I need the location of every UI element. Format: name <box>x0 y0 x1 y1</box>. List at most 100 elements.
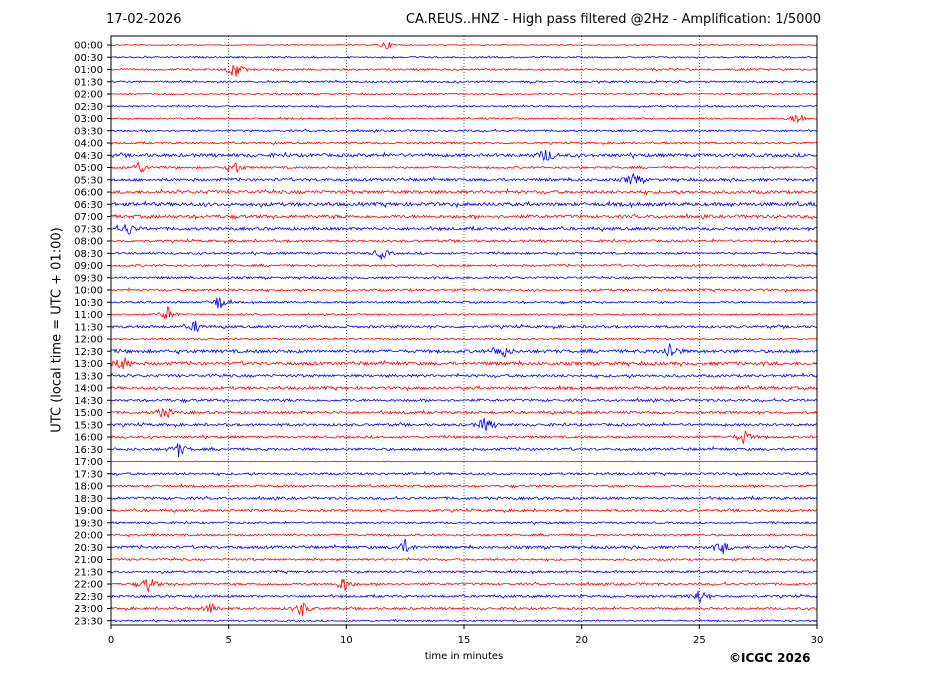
y-tick-label: 02:00 <box>74 90 103 101</box>
y-tick-label: 11:00 <box>74 310 103 321</box>
trace-row-1630 <box>110 443 818 458</box>
y-tick-label: 15:30 <box>74 420 103 431</box>
trace-row-1030 <box>110 297 818 309</box>
y-tick-label: 07:00 <box>74 212 103 223</box>
trace-row-0630 <box>110 200 818 209</box>
trace-row-1530 <box>111 418 818 431</box>
trace-row-2130 <box>110 569 817 575</box>
trace-row-0830 <box>110 250 818 260</box>
trace-row-1430 <box>110 397 818 404</box>
chart-title: CA.REUS..HNZ - High pass filtered @2Hz -… <box>405 12 821 27</box>
trace-row-0430 <box>110 149 818 162</box>
y-tick-label: 03:00 <box>74 114 103 125</box>
trace-row-1730 <box>110 470 818 477</box>
y-tick-label: 18:30 <box>74 494 103 505</box>
trace-row-1230 <box>110 343 818 358</box>
trace-row-0500 <box>110 160 817 174</box>
y-tick-label: 19:30 <box>74 518 103 529</box>
y-tick-label: 17:00 <box>74 457 103 468</box>
x-tick-label: 25 <box>693 635 706 646</box>
copyright-label: ©ICGC 2026 <box>729 651 811 665</box>
y-tick-label: 04:00 <box>74 139 103 150</box>
y-tick-label: 18:00 <box>74 482 103 493</box>
y-tick-label: 05:30 <box>74 175 103 186</box>
trace-row-0100 <box>110 65 818 77</box>
y-tick-label: 13:30 <box>74 371 103 382</box>
x-tick-label: 0 <box>108 635 114 646</box>
trace-row-1800 <box>110 483 818 489</box>
trace-row-0730 <box>110 224 818 235</box>
trace-row-0930 <box>110 275 818 281</box>
y-tick-label: 16:00 <box>74 433 103 444</box>
y-tick-label: 14:00 <box>74 384 103 395</box>
y-tick-label: 23:00 <box>74 604 103 615</box>
y-tick-label: 07:30 <box>74 224 103 235</box>
y-tick-label: 20:00 <box>74 531 103 542</box>
y-tick-label: 10:00 <box>74 286 103 297</box>
y-tick-label: 00:00 <box>74 41 103 52</box>
y-tick-label: 06:30 <box>74 200 103 211</box>
y-tick-label: 06:00 <box>74 188 103 199</box>
x-tick-label: 15 <box>458 635 471 646</box>
trace-row-0800 <box>110 238 818 244</box>
y-tick-label: 02:30 <box>74 102 103 113</box>
y-tick-label: 09:30 <box>74 273 103 284</box>
grid-lines <box>228 36 700 625</box>
trace-row-0230 <box>110 104 818 109</box>
y-tick-label: 09:00 <box>74 261 103 272</box>
trace-row-2030 <box>110 538 818 555</box>
y-tick-label: 01:30 <box>74 77 103 88</box>
y-tick-label: 21:00 <box>74 555 103 566</box>
date-label: 17-02-2026 <box>106 12 182 27</box>
trace-row-1200 <box>110 336 818 341</box>
trace-row-0200 <box>110 92 818 96</box>
y-tick-label: 22:30 <box>74 592 103 603</box>
y-tick-label: 12:30 <box>74 347 103 358</box>
trace-row-0030 <box>110 55 818 59</box>
y-tick-label: 12:00 <box>74 335 103 346</box>
y-tick-label: 05:00 <box>74 163 103 174</box>
trace-rows <box>110 41 818 623</box>
y-tick-label: 10:30 <box>74 298 103 309</box>
trace-row-1900 <box>110 507 818 514</box>
trace-row-0400 <box>110 140 818 146</box>
trace-row-2230 <box>110 590 818 604</box>
trace-row-1100 <box>110 306 818 319</box>
trace-row-0530 <box>110 172 818 185</box>
trace-row-2100 <box>110 556 818 562</box>
x-tick-label: 30 <box>811 635 824 646</box>
trace-row-1000 <box>110 287 818 293</box>
trace-row-0300 <box>110 114 818 124</box>
x-tick-label: 20 <box>575 635 588 646</box>
plot-frame <box>110 35 818 626</box>
y-tick-label: 03:30 <box>74 126 103 137</box>
y-tick-label: 13:00 <box>74 359 103 370</box>
y-tick-label: 17:30 <box>74 469 103 480</box>
x-axis-label: time in minutes <box>424 651 504 662</box>
trace-row-2200 <box>110 578 818 593</box>
trace-row-1500 <box>110 408 818 418</box>
y-tick-label: 00:30 <box>74 53 103 64</box>
trace-row-1130 <box>110 320 818 333</box>
y-tick-label: 22:00 <box>74 580 103 591</box>
trace-row-2000 <box>110 532 818 538</box>
trace-row-1600 <box>110 430 818 444</box>
y-tick-label: 04:30 <box>74 151 103 162</box>
x-tick-label: 10 <box>340 635 353 646</box>
trace-row-1830 <box>110 495 818 501</box>
y-tick-label: 14:30 <box>74 396 103 407</box>
y-tick-label: 21:30 <box>74 567 103 578</box>
y-tick-label: 08:30 <box>74 249 103 260</box>
y-tick-label: 15:00 <box>74 408 103 419</box>
y-tick-label: 01:00 <box>74 65 103 76</box>
trace-row-2330 <box>110 618 818 623</box>
trace-row-1300 <box>110 357 818 370</box>
trace-row-0900 <box>110 263 817 268</box>
trace-row-0600 <box>110 188 818 196</box>
y-tick-label: 08:00 <box>74 237 103 248</box>
y-tick-label: 23:30 <box>74 616 103 627</box>
trace-row-0000 <box>110 41 818 50</box>
trace-row-1700 <box>110 460 818 463</box>
trace-row-0130 <box>110 79 818 84</box>
